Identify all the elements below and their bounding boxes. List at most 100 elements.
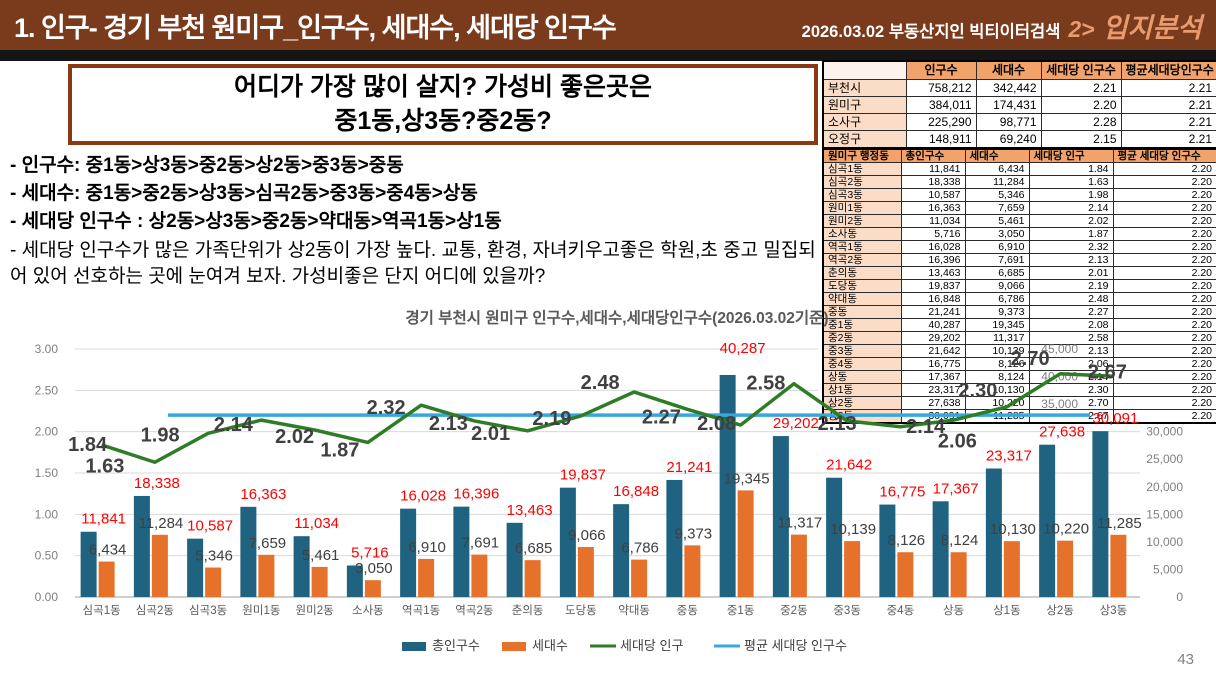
household-bar xyxy=(631,559,648,597)
table-cell: 2.20 xyxy=(1112,279,1216,293)
table-cell: 10,220 xyxy=(964,396,1030,410)
total-population-label: 5,716 xyxy=(351,544,389,561)
household-bar xyxy=(684,545,701,597)
household-bar xyxy=(577,547,594,597)
x-axis-label: 중2동 xyxy=(780,605,808,617)
table-cell: 상3동 xyxy=(822,409,902,424)
search-date-text: 2026.03.02 부동산지인 빅티이터검색 xyxy=(801,22,1061,41)
legend-label: 총인구수 xyxy=(432,638,480,653)
table-row: 역곡1동 16,028 6,910 2.32 2.20 xyxy=(822,240,1216,254)
household-label: 6,685 xyxy=(515,540,553,557)
table-row: 원미2동 11,034 5,461 2.02 2.20 xyxy=(822,214,1216,228)
table-cell: 1.98 xyxy=(1028,188,1114,202)
table-cell: 23,317 xyxy=(900,383,966,397)
per-household-label: 2.13 xyxy=(429,413,468,435)
table-cell: 2.20 xyxy=(1112,383,1216,397)
table-header-cell: 세대수 xyxy=(964,148,1030,163)
total-population-bar xyxy=(1039,444,1056,597)
table-cell: 심곡3동 xyxy=(822,188,902,202)
per-household-label: 2.02 xyxy=(275,426,314,448)
table-cell: 40,287 xyxy=(900,318,966,332)
total-population-label: 16,396 xyxy=(453,486,499,503)
per-household-label: 2.19 xyxy=(532,408,571,430)
table-cell: 29,202 xyxy=(900,331,966,345)
table-header-cell: 인구수 xyxy=(905,60,977,80)
right-axis-label: 15,000 xyxy=(1146,507,1183,521)
table-row: 원미1동 16,363 7,659 2.14 2.20 xyxy=(822,201,1216,215)
table-cell: 13,463 xyxy=(900,266,966,280)
total-population-bar xyxy=(133,495,150,597)
household-label: 6,910 xyxy=(408,539,446,556)
total-population-bar xyxy=(506,522,523,597)
table-header-cell: 평균 세대당 인구수 xyxy=(1112,148,1216,163)
total-population-label: 17,367 xyxy=(933,480,979,497)
table-row: 상동 17,367 8,124 2.14 2.20 xyxy=(822,370,1216,384)
right-axis-label: 0 xyxy=(1176,590,1183,604)
table-header-cell: 세대당 인구수 xyxy=(1040,60,1122,80)
table-cell: 2.21 xyxy=(1120,96,1216,114)
title-bar-right: 2026.03.02 부동산지인 빅티이터검색 2> 입지분석 xyxy=(802,6,1202,45)
table-cell: 2.20 xyxy=(1112,396,1216,410)
table-cell: 2.20 xyxy=(1112,409,1216,424)
x-axis-label: 중4동 xyxy=(887,605,915,617)
x-axis-label: 상3동 xyxy=(1100,604,1128,617)
table-row: 중2동 29,202 11,317 2.58 2.20 xyxy=(822,331,1216,345)
table-cell: 2.19 xyxy=(1028,279,1114,293)
household-label: 7,659 xyxy=(249,535,287,552)
table-cell: 5,716 xyxy=(900,227,966,241)
table-header-cell xyxy=(822,60,907,80)
table-cell: 5,346 xyxy=(964,188,1030,202)
right-axis-label: 25,000 xyxy=(1146,452,1183,466)
table-row: 중4동 16,775 8,126 2.06 2.20 xyxy=(822,357,1216,371)
table-cell: 11,284 xyxy=(964,175,1030,189)
x-axis-label: 심곡2동 xyxy=(136,604,174,617)
household-bar xyxy=(790,534,807,597)
table-header-cell: 세대당 인구 xyxy=(1028,148,1114,163)
table-header-cell: 총인구수 xyxy=(900,148,966,163)
household-label: 11,285 xyxy=(1097,515,1142,532)
table-cell: 69,240 xyxy=(975,130,1042,149)
table-cell: 2.13 xyxy=(1028,253,1114,267)
household-label: 5,346 xyxy=(195,548,233,565)
table-row: 상1동 23,317 10,130 2.30 2.20 xyxy=(822,383,1216,397)
table-cell: 2.20 xyxy=(1112,227,1216,241)
left-axis-label: 2.00 xyxy=(35,425,59,439)
total-population-bar xyxy=(400,508,417,597)
left-axis-label: 2.50 xyxy=(35,383,59,397)
table-cell: 16,775 xyxy=(900,357,966,371)
total-population-bar xyxy=(719,374,736,597)
page-number: 43 xyxy=(1177,651,1194,668)
table-cell: 2.20 xyxy=(1112,318,1216,332)
table-header-cell: 평균세대당인구수 xyxy=(1120,60,1216,80)
household-bar xyxy=(311,566,328,597)
table-cell: 98,771 xyxy=(975,113,1042,131)
x-axis-label: 역곡2동 xyxy=(455,604,493,617)
table-cell: 2.20 xyxy=(1112,162,1216,176)
total-population-label: 23,317 xyxy=(986,447,1032,464)
section-number: 2> xyxy=(1068,15,1095,42)
table-row: 상3동 30,091 11,285 2.67 2.20 xyxy=(822,409,1216,424)
total-population-bar xyxy=(187,538,204,597)
table-cell: 2.14 xyxy=(1028,370,1114,384)
table-cell: 10,587 xyxy=(900,188,966,202)
table-cell: 27,638 xyxy=(900,396,966,410)
household-label: 5,461 xyxy=(302,547,340,564)
table-cell: 2.01 xyxy=(1028,266,1114,280)
table-row: 심곡1동 11,841 6,434 1.84 2.20 xyxy=(822,162,1216,176)
total-population-bar xyxy=(666,479,683,597)
table-cell: 역곡2동 xyxy=(822,253,902,267)
table-cell: 6,910 xyxy=(964,240,1030,254)
per-household-label: 1.63 xyxy=(85,455,124,477)
per-household-label: 2.48 xyxy=(581,372,620,394)
table-cell: 7,691 xyxy=(964,253,1030,267)
household-bar xyxy=(524,560,541,597)
headline-line1: 어디가 가장 많이 살지? 가성비 좋은곳은 xyxy=(233,72,652,101)
legend-swatch xyxy=(402,642,426,651)
household-label: 10,130 xyxy=(990,521,1036,538)
legend-label: 세대당 인구 xyxy=(620,638,683,653)
table-cell: 중1동 xyxy=(822,318,902,332)
total-population-label: 29,202 xyxy=(773,415,819,432)
table-row: 소사구 225,290 98,771 2.28 2.21 xyxy=(822,113,1216,131)
table-header-row: 원미구 행정동 총인구수 세대수 세대당 인구 평균 세대당 인구수 xyxy=(822,148,1216,163)
household-label: 8,126 xyxy=(888,532,926,549)
